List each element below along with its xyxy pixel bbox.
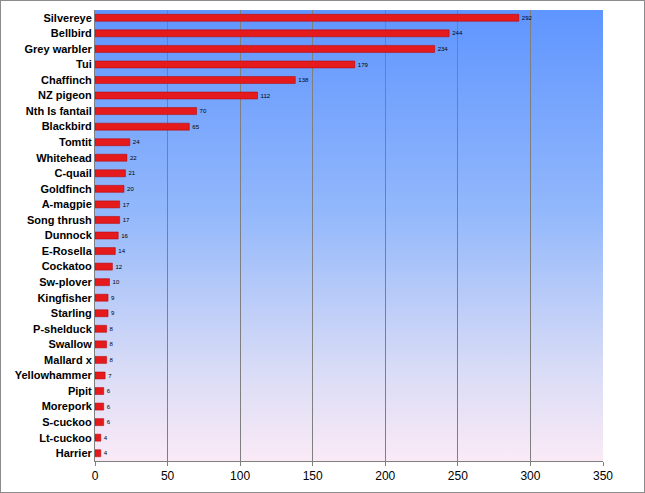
svg-text:A-magpie: A-magpie: [42, 198, 92, 210]
svg-text:150: 150: [303, 469, 323, 483]
svg-text:4: 4: [104, 450, 108, 456]
svg-text:E-Rosella: E-Rosella: [42, 245, 93, 257]
svg-text:4: 4: [104, 435, 108, 441]
svg-text:14: 14: [118, 248, 125, 254]
svg-text:112: 112: [261, 93, 271, 99]
svg-text:16: 16: [121, 233, 128, 239]
svg-text:24: 24: [133, 139, 140, 145]
svg-text:Lt-cuckoo: Lt-cuckoo: [39, 432, 92, 444]
svg-text:Whitehead: Whitehead: [36, 152, 92, 164]
svg-text:Yellowhammer: Yellowhammer: [15, 369, 93, 381]
svg-text:Harrier: Harrier: [56, 447, 93, 459]
svg-text:250: 250: [448, 469, 468, 483]
svg-text:C-quail: C-quail: [55, 167, 92, 179]
svg-text:Starling: Starling: [51, 307, 92, 319]
svg-text:234: 234: [438, 46, 449, 52]
svg-text:244: 244: [452, 30, 463, 36]
svg-text:21: 21: [128, 170, 135, 176]
svg-text:Kingfisher: Kingfisher: [37, 292, 92, 304]
svg-text:6: 6: [107, 419, 111, 425]
svg-text:Mallard x: Mallard x: [44, 354, 93, 366]
svg-text:Silvereye: Silvereye: [43, 12, 91, 24]
svg-text:Morepork: Morepork: [42, 400, 93, 412]
svg-text:12: 12: [115, 264, 122, 270]
svg-text:292: 292: [522, 15, 533, 21]
svg-text:Pipit: Pipit: [68, 385, 92, 397]
svg-text:Tui: Tui: [76, 58, 92, 70]
svg-text:Dunnock: Dunnock: [45, 229, 93, 241]
svg-text:100: 100: [230, 469, 250, 483]
svg-text:Chaffinch: Chaffinch: [41, 74, 92, 86]
svg-text:200: 200: [375, 469, 395, 483]
svg-text:Sw-plover: Sw-plover: [39, 276, 92, 288]
svg-text:65: 65: [192, 124, 199, 130]
svg-text:179: 179: [358, 62, 369, 68]
svg-text:6: 6: [107, 388, 111, 394]
svg-text:Bellbird: Bellbird: [51, 27, 92, 39]
svg-text:Nth Is fantail: Nth Is fantail: [26, 105, 92, 117]
svg-text:Goldfinch: Goldfinch: [40, 183, 92, 195]
svg-text:8: 8: [110, 341, 114, 347]
svg-text:22: 22: [130, 155, 137, 161]
svg-text:9: 9: [111, 295, 115, 301]
svg-text:Swallow: Swallow: [48, 338, 92, 350]
svg-text:10: 10: [113, 279, 120, 285]
svg-text:8: 8: [110, 326, 114, 332]
svg-text:70: 70: [200, 108, 207, 114]
svg-text:S-cuckoo: S-cuckoo: [42, 416, 92, 428]
svg-text:350: 350: [593, 469, 613, 483]
svg-text:20: 20: [127, 186, 134, 192]
svg-text:P-shelduck: P-shelduck: [33, 323, 93, 335]
svg-text:17: 17: [123, 217, 130, 223]
svg-text:50: 50: [161, 469, 175, 483]
svg-text:7: 7: [108, 373, 112, 379]
svg-text:Tomtit: Tomtit: [59, 136, 92, 148]
svg-text:NZ pigeon: NZ pigeon: [38, 89, 92, 101]
svg-text:300: 300: [520, 469, 540, 483]
svg-text:Grey warbler: Grey warbler: [25, 43, 93, 55]
svg-text:Song thrush: Song thrush: [27, 214, 92, 226]
svg-text:0: 0: [92, 469, 99, 483]
svg-text:6: 6: [107, 404, 111, 410]
svg-text:17: 17: [123, 202, 130, 208]
svg-text:Blackbird: Blackbird: [42, 120, 92, 132]
svg-text:8: 8: [110, 357, 114, 363]
svg-text:9: 9: [111, 310, 115, 316]
svg-text:138: 138: [298, 77, 309, 83]
svg-text:Cockatoo: Cockatoo: [42, 260, 92, 272]
